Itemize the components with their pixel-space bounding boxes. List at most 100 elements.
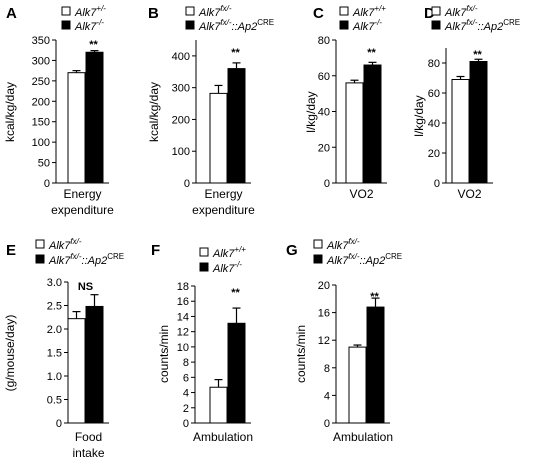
category-label: VO2 bbox=[457, 187, 481, 201]
legend-label: Alk7fx/- bbox=[444, 4, 478, 19]
y-tick-label: 1.5 bbox=[47, 348, 62, 360]
bar bbox=[345, 82, 364, 184]
y-tick-label: 80 bbox=[318, 35, 330, 47]
y-tick-label: 0 bbox=[324, 418, 330, 430]
bar bbox=[363, 64, 382, 184]
panel-letter: G bbox=[286, 242, 298, 259]
y-tick-label: 100 bbox=[32, 137, 50, 149]
panel-a: A Alk7+/-Alk7-/- 0 50 100 150 200 250 300 350 kcal… bbox=[3, 4, 114, 217]
y-tick-label: 350 bbox=[32, 35, 50, 47]
bar bbox=[85, 305, 104, 424]
y-axis-label: (g/mouse/day) bbox=[3, 315, 17, 392]
bar bbox=[348, 346, 367, 424]
y-tick-label: 4 bbox=[183, 388, 189, 400]
legend-swatch bbox=[35, 254, 45, 264]
panel-letter: A bbox=[6, 5, 17, 22]
significance-label: NS bbox=[78, 281, 93, 293]
panel-letter: F bbox=[151, 242, 160, 259]
significance-label: ** bbox=[231, 47, 240, 59]
legend-swatch bbox=[339, 6, 349, 16]
significance-label: ** bbox=[367, 47, 376, 59]
panel-letter: B bbox=[148, 5, 159, 22]
y-tick-label: 0 bbox=[44, 178, 50, 190]
legend-label: Alk7+/+ bbox=[212, 245, 246, 260]
y-tick-label: 0 bbox=[56, 418, 62, 430]
y-tick-label: 20 bbox=[428, 148, 440, 160]
legend-label: Alk7fx/-::Ap2CRE bbox=[326, 252, 402, 267]
bar bbox=[67, 318, 86, 424]
category-label: Energy bbox=[204, 187, 242, 201]
y-tick-label: 100 bbox=[172, 146, 190, 158]
y-tick-label: 50 bbox=[38, 158, 50, 170]
category-label: Ambulation bbox=[333, 430, 393, 444]
legend-label: Alk7+/- bbox=[74, 4, 106, 19]
category-label: expenditure bbox=[51, 203, 114, 217]
significance-label: ** bbox=[370, 291, 379, 303]
bar bbox=[366, 306, 385, 424]
legend-swatch bbox=[199, 247, 209, 257]
legend-swatch bbox=[61, 6, 71, 16]
category-label: intake bbox=[72, 446, 104, 460]
y-tick-label: 0 bbox=[184, 178, 190, 190]
panel-letter: D bbox=[424, 5, 435, 22]
y-tick-label: 12 bbox=[318, 335, 330, 347]
y-axis-label: l/kg/day bbox=[412, 95, 426, 136]
panel-c: C Alk7+/+Alk7-/- 0 20 40 60 80 l/kg/day ** VO2 bbox=[304, 4, 387, 201]
legend-label: Alk7fx/- bbox=[198, 4, 232, 19]
category-label: expenditure bbox=[192, 203, 255, 217]
y-tick-label: 8 bbox=[324, 363, 330, 375]
y-tick-label: 1.0 bbox=[47, 371, 62, 383]
bar bbox=[67, 72, 86, 184]
legend-swatch bbox=[61, 20, 71, 30]
y-axis-label: counts/min bbox=[157, 325, 171, 383]
y-tick-label: 80 bbox=[428, 58, 440, 70]
y-tick-label: 3.0 bbox=[47, 277, 62, 289]
y-tick-label: 16 bbox=[177, 296, 189, 308]
legend-swatch bbox=[339, 20, 349, 30]
y-tick-label: 400 bbox=[172, 51, 190, 63]
legend-swatch bbox=[185, 20, 195, 30]
y-tick-label: 0 bbox=[183, 418, 189, 430]
y-tick-label: 200 bbox=[172, 114, 190, 126]
y-axis-label: kcal/kg/day bbox=[147, 82, 161, 142]
y-tick-label: 0 bbox=[324, 178, 330, 190]
y-tick-label: 300 bbox=[32, 55, 50, 67]
y-tick-label: 40 bbox=[428, 118, 440, 130]
legend-label: Alk7+/+ bbox=[352, 4, 386, 19]
y-tick-label: 20 bbox=[318, 280, 330, 292]
category-label: Ambulation bbox=[193, 430, 253, 444]
bar bbox=[85, 51, 104, 184]
y-tick-label: 16 bbox=[318, 308, 330, 320]
y-axis-label: counts/min bbox=[294, 325, 308, 383]
panel-letter: E bbox=[6, 242, 16, 259]
bar bbox=[209, 386, 228, 424]
y-tick-label: 10 bbox=[177, 342, 189, 354]
y-tick-label: 150 bbox=[32, 117, 50, 129]
category-label: VO2 bbox=[349, 187, 373, 201]
category-label: Energy bbox=[63, 187, 101, 201]
legend-label: Alk7fx/-::Ap2CRE bbox=[48, 252, 124, 267]
legend-swatch bbox=[431, 20, 441, 30]
panel-f: F Alk7+/+Alk7-/- 0 2 4 6 8 10 12 14 16 18 counts/min… bbox=[151, 242, 253, 444]
y-tick-label: 8 bbox=[183, 357, 189, 369]
y-tick-label: 2.5 bbox=[47, 301, 62, 313]
legend-label: Alk7-/- bbox=[74, 18, 104, 33]
y-tick-label: 18 bbox=[177, 281, 189, 293]
legend-label: Alk7fx/-::Ap2CRE bbox=[444, 18, 520, 33]
y-tick-label: 2 bbox=[183, 403, 189, 415]
y-tick-label: 60 bbox=[428, 88, 440, 100]
legend-swatch bbox=[185, 6, 195, 16]
significance-label: ** bbox=[473, 49, 482, 61]
panel-letter: C bbox=[313, 5, 324, 22]
bar bbox=[227, 322, 246, 424]
legend-swatch bbox=[431, 6, 441, 16]
legend-label: Alk7fx/-::Ap2CRE bbox=[198, 18, 274, 33]
legend-swatch bbox=[35, 239, 45, 249]
y-tick-label: 200 bbox=[32, 96, 50, 108]
y-axis-label: kcal/kg/day bbox=[3, 82, 17, 142]
